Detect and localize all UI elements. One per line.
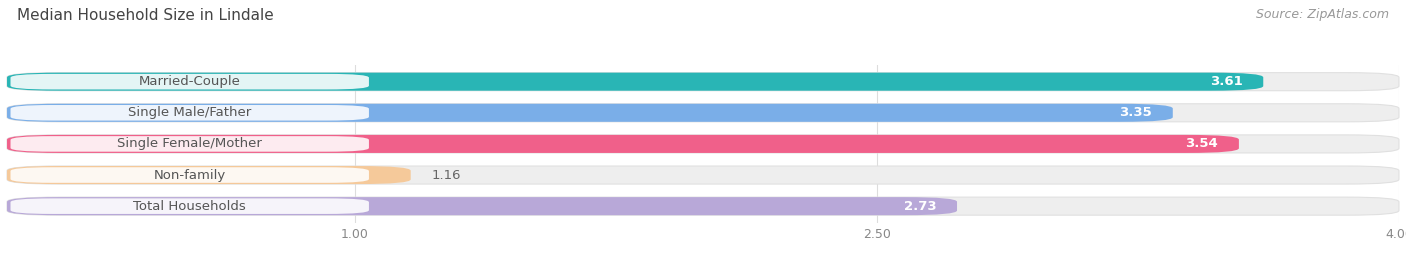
FancyBboxPatch shape: [10, 167, 368, 183]
FancyBboxPatch shape: [7, 73, 1263, 91]
Text: Median Household Size in Lindale: Median Household Size in Lindale: [17, 8, 274, 23]
Text: 3.54: 3.54: [1185, 137, 1218, 150]
FancyBboxPatch shape: [10, 136, 368, 152]
FancyBboxPatch shape: [7, 197, 957, 215]
Text: 3.61: 3.61: [1209, 75, 1243, 88]
FancyBboxPatch shape: [7, 104, 1173, 122]
FancyBboxPatch shape: [7, 135, 1399, 153]
Text: Total Households: Total Households: [134, 200, 246, 213]
FancyBboxPatch shape: [7, 73, 1399, 91]
FancyBboxPatch shape: [7, 166, 411, 184]
FancyBboxPatch shape: [7, 104, 1399, 122]
FancyBboxPatch shape: [7, 197, 1399, 215]
Text: Non-family: Non-family: [153, 169, 226, 182]
Text: 1.16: 1.16: [432, 169, 461, 182]
FancyBboxPatch shape: [10, 105, 368, 121]
Text: Single Male/Father: Single Male/Father: [128, 106, 252, 119]
FancyBboxPatch shape: [10, 198, 368, 214]
Text: 3.35: 3.35: [1119, 106, 1152, 119]
FancyBboxPatch shape: [10, 74, 368, 90]
Text: Source: ZipAtlas.com: Source: ZipAtlas.com: [1256, 8, 1389, 21]
Text: 2.73: 2.73: [904, 200, 936, 213]
Text: Married-Couple: Married-Couple: [139, 75, 240, 88]
Text: Single Female/Mother: Single Female/Mother: [117, 137, 262, 150]
FancyBboxPatch shape: [7, 135, 1239, 153]
FancyBboxPatch shape: [7, 166, 1399, 184]
